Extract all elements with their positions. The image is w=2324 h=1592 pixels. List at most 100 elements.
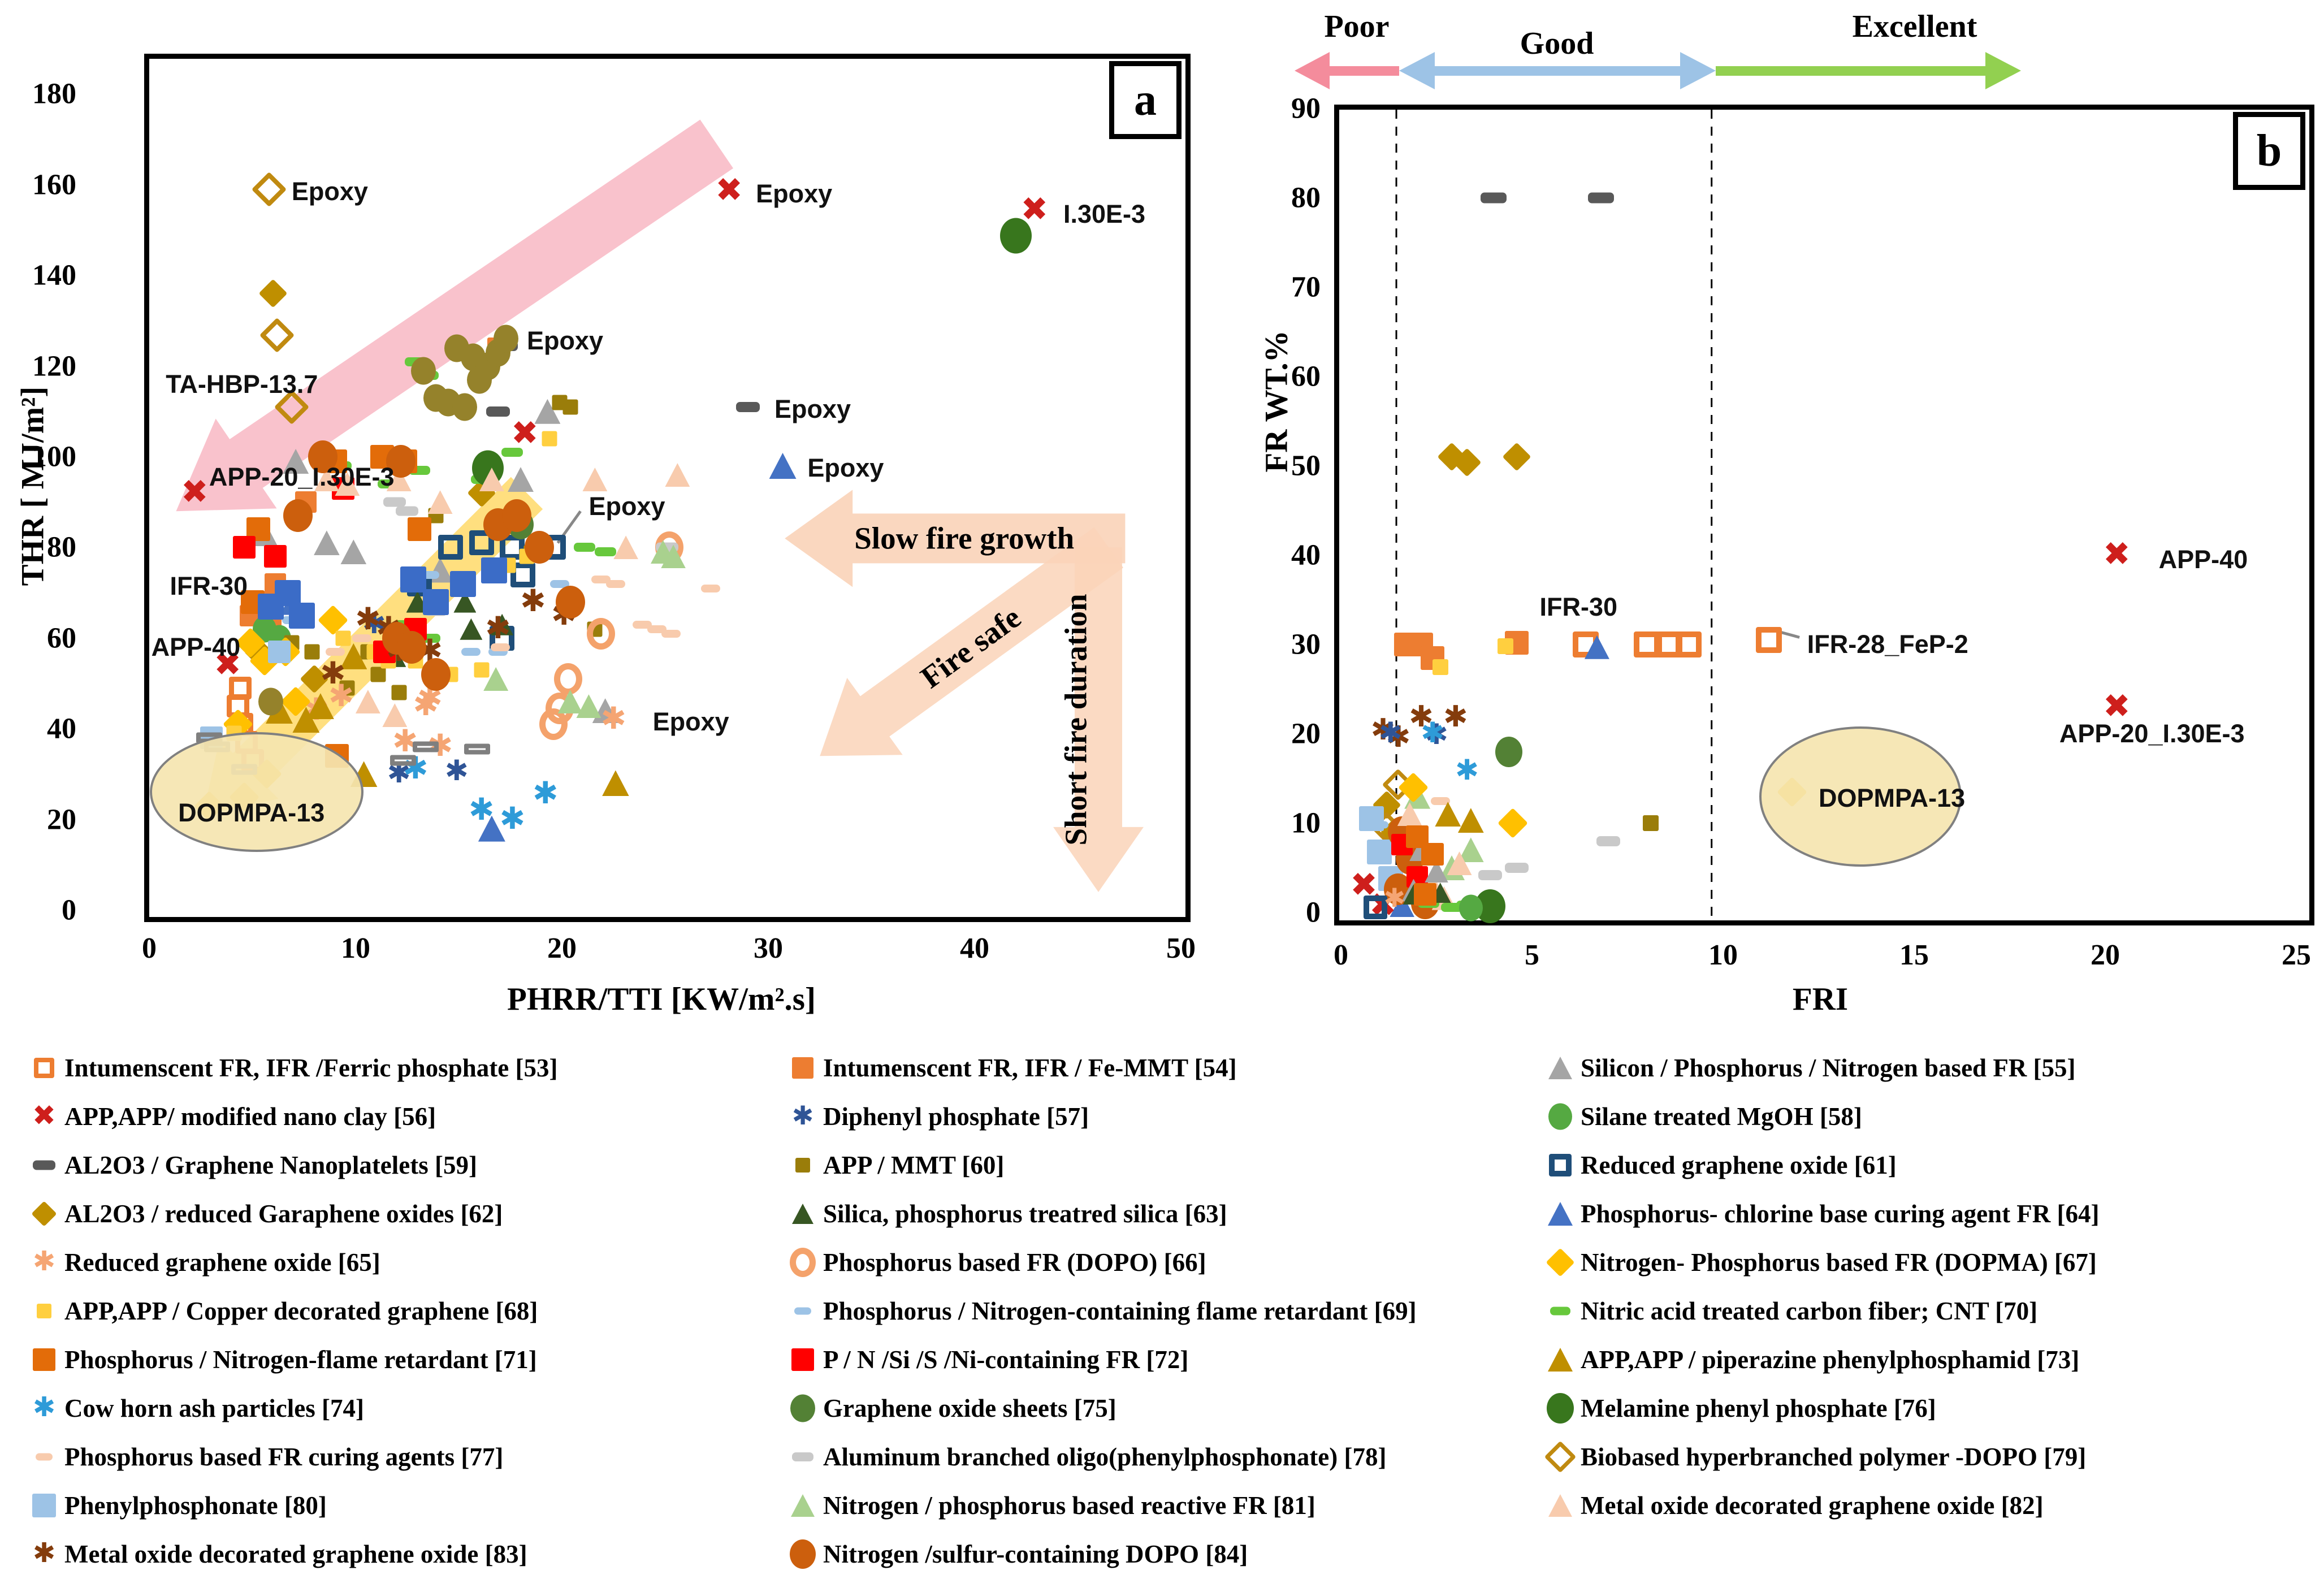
- legend-item-label: Reduced graphene oxide [65]: [64, 1248, 380, 1277]
- marker-series-76: [1000, 218, 1032, 254]
- legend-item-label: Phenylphosphonate [80]: [64, 1491, 327, 1520]
- marker-series-72: [263, 545, 287, 568]
- legend-item: Nitrogen / phosphorus based reactive FR …: [786, 1489, 1315, 1522]
- marker-series-77: [661, 629, 681, 638]
- marker-series-61: [438, 535, 463, 560]
- zone-arrows: [1295, 52, 2021, 89]
- x-axis-tick: 10: [1708, 939, 1738, 971]
- marker-series-65: ✱: [328, 677, 354, 713]
- legend-item-label: Silicon / Phosphorus / Nitrogen based FR…: [1581, 1054, 2076, 1082]
- marker-series-68: [1497, 638, 1513, 655]
- marker-series-60: [562, 399, 578, 415]
- marker-series-78: [396, 506, 419, 516]
- marker-series-61: [1363, 895, 1387, 919]
- marker-series-61: [500, 535, 525, 560]
- marker-series-blue-square: [400, 566, 427, 592]
- x-axis-tick: 20: [547, 932, 577, 964]
- marker-series-84: [524, 531, 554, 564]
- point-label-ifr-30: IFR-30: [170, 571, 248, 600]
- point-label-epoxy: Epoxy: [774, 394, 851, 423]
- marker-square: [37, 1304, 51, 1318]
- legend-item: AL2O3 / Graphene Nanoplatelets [59]: [27, 1148, 477, 1182]
- marker-circle: [1547, 1393, 1574, 1424]
- panel-b-letter: b: [2233, 112, 2305, 190]
- y-axis-tick: 80: [47, 531, 76, 564]
- legend-item: Phosphorus based FR curing agents [77]: [27, 1440, 503, 1474]
- marker-square: [792, 1057, 813, 1079]
- x-axis-tick: 15: [1899, 939, 1929, 971]
- legend-item-label: Nitrogen / phosphorus based reactive FR …: [823, 1491, 1315, 1520]
- highlight-ellipse: [149, 732, 363, 853]
- marker-series-56: ✖: [214, 644, 241, 683]
- legend-item: Nitrogen- Phosphorus based FR (DOPMA) [6…: [1543, 1245, 2097, 1279]
- x-axis-tick: 5: [1525, 939, 1539, 971]
- marker-series-60: [339, 680, 355, 696]
- legend-item: Silane treated MgOH [58]: [1543, 1100, 1862, 1134]
- legend-marker-icon: [1543, 1197, 1577, 1231]
- legend-item: ✱ Diphenyl phosphate [57]: [786, 1100, 1089, 1134]
- marker-dash: [792, 1452, 813, 1461]
- legend-item-label: Metal oxide decorated graphene oxide [82…: [1581, 1491, 2044, 1520]
- x-axis-tick: 0: [142, 932, 157, 964]
- legend-item-label: Melamine phenyl phosphate [76]: [1581, 1394, 1936, 1422]
- panel-b-x-axis-title: FRI: [1792, 981, 1849, 1017]
- marker-series-60: [370, 667, 386, 682]
- legend-marker-icon: [1543, 1245, 1577, 1279]
- marker-series-84: [501, 499, 531, 533]
- marker-square-open: [1549, 1154, 1572, 1176]
- marker-series-57: ✱: [444, 754, 469, 788]
- x-axis-tick: 25: [2282, 939, 2311, 971]
- marker-series-74: ✱: [1455, 754, 1479, 787]
- legend-item: Nitrogen /sulfur-containing DOPO [84]: [786, 1537, 1248, 1571]
- marker-series-68: [335, 630, 351, 646]
- legend-marker-icon: ✱: [786, 1100, 820, 1134]
- point-label-dopmpa-13: DOPMPA-13: [178, 798, 325, 827]
- marker-series-74: ✱: [533, 775, 559, 811]
- legend-item-label: Diphenyl phosphate [57]: [823, 1102, 1089, 1131]
- zone-label-good: Good: [1520, 26, 1594, 61]
- marker-series-open-gray-dash: [413, 741, 439, 752]
- point-label-ifr-28-fep-2: IFR-28_FeP-2: [1807, 630, 1968, 659]
- legend-item-label: Reduced graphene oxide [61]: [1581, 1151, 1897, 1179]
- y-axis-tick: 60: [47, 622, 76, 655]
- legend-marker-icon: [786, 1343, 820, 1377]
- marker-series-56: ✖: [2102, 686, 2131, 725]
- legend-item: Aluminum branched oligo(phenylphosphonat…: [786, 1440, 1386, 1474]
- marker-series-open-gray-dash: [390, 755, 416, 766]
- legend-marker-icon: [786, 1489, 820, 1522]
- legend-item: ✖ APP,APP/ modified nano clay [56]: [27, 1100, 436, 1134]
- highlight-ellipse: [1759, 726, 1962, 867]
- marker-series-blue-square: [449, 570, 476, 597]
- marker-series-80: [1366, 839, 1392, 864]
- marker-series-56: ✖: [2102, 534, 2131, 573]
- y-axis-tick: 160: [32, 168, 76, 201]
- x-axis-tick: 50: [1166, 932, 1196, 964]
- legend-marker-icon: [786, 1294, 820, 1328]
- arrow-label: Short fire duration: [1058, 594, 1093, 846]
- marker-series-77: [591, 575, 611, 583]
- point-label-dopmpa-13: DOPMPA-13: [1819, 783, 1966, 812]
- marker-series-58: [1459, 894, 1483, 922]
- marker-series-78: [1504, 863, 1529, 873]
- marker-series-70: [594, 547, 616, 557]
- marker-series-74: ✱: [1421, 716, 1445, 749]
- legend-marker-icon: [786, 1537, 820, 1571]
- legend-marker-icon: [27, 1197, 61, 1231]
- marker-series-75: [1495, 736, 1523, 767]
- legend-marker-icon: [786, 1197, 820, 1231]
- marker-series-65: ✱: [1383, 882, 1405, 914]
- legend-marker-icon: [786, 1440, 820, 1474]
- marker-dash: [1550, 1307, 1570, 1316]
- marker-tri: [792, 1204, 813, 1224]
- marker-series-olive-circle: [467, 366, 492, 394]
- legend-item-label: Phosphorus based FR (DOPO) [66]: [823, 1248, 1206, 1277]
- annotation-arrow: [1053, 547, 1144, 892]
- marker-series-71: [408, 517, 432, 542]
- marker-series-olive-circle: [411, 357, 436, 385]
- annotation-arrow: [820, 527, 1123, 756]
- legend-marker-icon: [1543, 1489, 1577, 1522]
- marker-series-61: [469, 530, 494, 556]
- marker-diamond: [31, 1201, 57, 1227]
- legend-item-label: Nitrogen /sulfur-containing DOPO [84]: [823, 1540, 1248, 1568]
- legend-item-label: AL2O3 / Graphene Nanoplatelets [59]: [64, 1151, 477, 1179]
